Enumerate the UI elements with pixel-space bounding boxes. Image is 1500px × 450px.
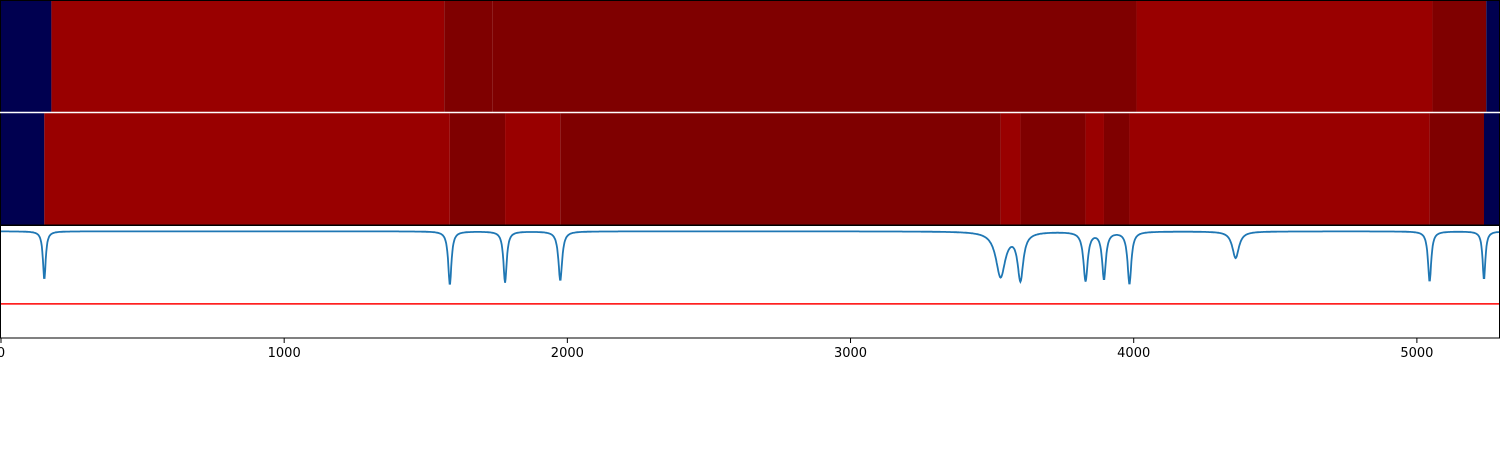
heatmap-cell [1486,1,1499,113]
heatmap-cell [51,1,445,113]
signal-line [1,230,1499,285]
heatmap-cell [1000,113,1021,225]
x-tick-label: 5000 [1400,346,1433,361]
x-tick-label: 2000 [551,346,584,361]
heatmap-cell [1020,113,1086,225]
heatmap-cell [1136,1,1433,113]
heatmap-cell [505,113,561,225]
x-tick-label: 0 [0,346,5,361]
heatmap-cell [449,113,506,225]
heatmap-cell [492,1,1137,113]
heatmap-panels [0,0,1500,226]
heatmap-cell [1085,113,1104,225]
heatmap-cell [44,113,450,225]
heatmap-cell [1103,113,1130,225]
heatmap-cell [1432,1,1487,113]
heatmap-cell [1129,113,1430,225]
line-panel-frame [0,225,1500,339]
x-tick-label: 1000 [268,346,301,361]
heatmap-cell [1429,113,1484,225]
heatmap-cell [1,1,52,113]
x-tick-label: 3000 [834,346,867,361]
x-axis: 0 1000 2000 3000 4000 5000 [0,338,1433,361]
heatmap-cell [444,1,493,113]
line-panel [0,225,1500,339]
heatmap-cell [560,113,1001,225]
heatmap-cell [1,113,45,225]
x-tick-label: 4000 [1117,346,1150,361]
heatmap-cell [1483,113,1499,225]
